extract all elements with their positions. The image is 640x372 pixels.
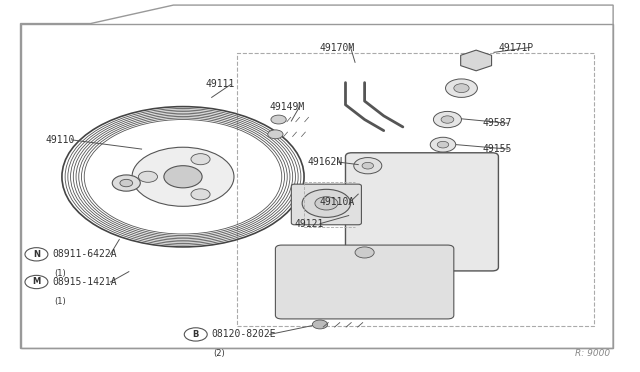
FancyBboxPatch shape xyxy=(275,245,454,319)
Text: N: N xyxy=(33,250,40,259)
Text: 08915-1421A: 08915-1421A xyxy=(52,277,117,287)
Text: (1): (1) xyxy=(54,269,66,278)
Circle shape xyxy=(454,84,469,93)
Circle shape xyxy=(315,197,338,210)
Circle shape xyxy=(437,141,449,148)
Circle shape xyxy=(191,154,210,165)
Text: M: M xyxy=(32,278,40,286)
Text: 49171P: 49171P xyxy=(499,42,534,52)
Text: (2): (2) xyxy=(214,349,225,358)
Circle shape xyxy=(355,247,374,258)
Text: 49110A: 49110A xyxy=(320,196,355,206)
Text: 49111: 49111 xyxy=(205,80,235,89)
FancyBboxPatch shape xyxy=(346,153,499,271)
Text: (1): (1) xyxy=(54,297,66,306)
Circle shape xyxy=(302,189,351,217)
Text: R: 9000: R: 9000 xyxy=(575,349,610,358)
Circle shape xyxy=(25,275,48,289)
Text: 49155: 49155 xyxy=(483,144,512,154)
Circle shape xyxy=(268,130,283,139)
Text: 49121: 49121 xyxy=(294,219,324,229)
Circle shape xyxy=(164,166,202,188)
Text: B: B xyxy=(193,330,199,339)
Circle shape xyxy=(445,79,477,97)
FancyBboxPatch shape xyxy=(20,23,613,349)
FancyBboxPatch shape xyxy=(291,184,362,225)
Circle shape xyxy=(184,328,207,341)
Circle shape xyxy=(441,116,454,123)
Circle shape xyxy=(271,115,286,124)
Text: 08120-8202E: 08120-8202E xyxy=(212,330,276,339)
Circle shape xyxy=(138,171,157,182)
Circle shape xyxy=(191,189,210,200)
Circle shape xyxy=(120,179,132,187)
Circle shape xyxy=(430,137,456,152)
Text: 49162N: 49162N xyxy=(307,157,342,167)
Circle shape xyxy=(112,175,140,191)
Circle shape xyxy=(362,162,374,169)
Polygon shape xyxy=(461,50,492,71)
Text: 49587: 49587 xyxy=(483,118,512,128)
Circle shape xyxy=(312,320,328,329)
Circle shape xyxy=(433,112,461,128)
Text: 08911-6422A: 08911-6422A xyxy=(52,249,117,259)
Circle shape xyxy=(354,158,382,174)
Text: 49170M: 49170M xyxy=(320,42,355,52)
Circle shape xyxy=(25,248,48,261)
Circle shape xyxy=(132,147,234,206)
Text: 49149M: 49149M xyxy=(269,102,304,112)
Text: 49110: 49110 xyxy=(46,135,76,145)
